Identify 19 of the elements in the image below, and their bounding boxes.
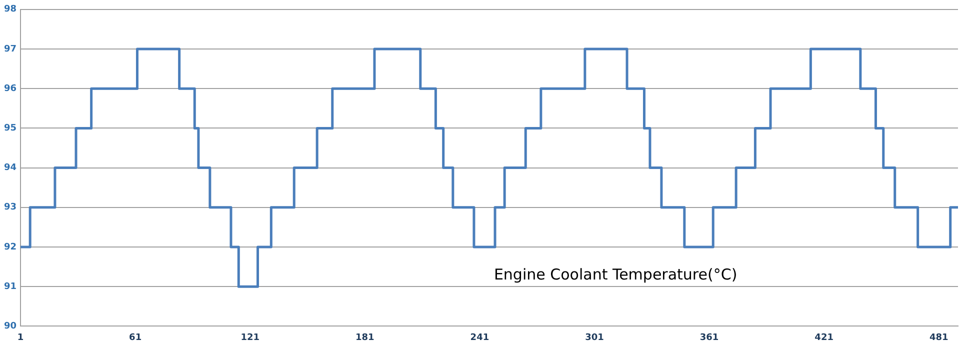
y-tick-label: 91: [4, 282, 17, 292]
y-tick-label: 93: [4, 202, 17, 213]
y-tick-label: 92: [4, 242, 17, 252]
y-tick-label: 94: [4, 163, 17, 174]
y-tick-label: 96: [4, 84, 17, 94]
annotation: Engine Coolant Temperature(°C): [494, 265, 738, 284]
y-tick-label: 90: [4, 322, 17, 332]
x-tick-label: 421: [814, 332, 834, 343]
x-tick-label: 361: [700, 332, 719, 343]
x-tick-label: 121: [240, 332, 260, 343]
x-tick-label: 301: [585, 332, 604, 343]
y-tick-label: 97: [4, 44, 17, 54]
x-tick-label: 241: [470, 332, 490, 343]
x-tick-label: 61: [129, 332, 142, 343]
y-tick-label: 95: [4, 124, 17, 134]
y-tick-label: 98: [4, 4, 17, 15]
x-tick-label: 1: [17, 332, 24, 343]
x-tick-label: 481: [929, 332, 948, 343]
x-tick-label: 181: [356, 332, 374, 343]
